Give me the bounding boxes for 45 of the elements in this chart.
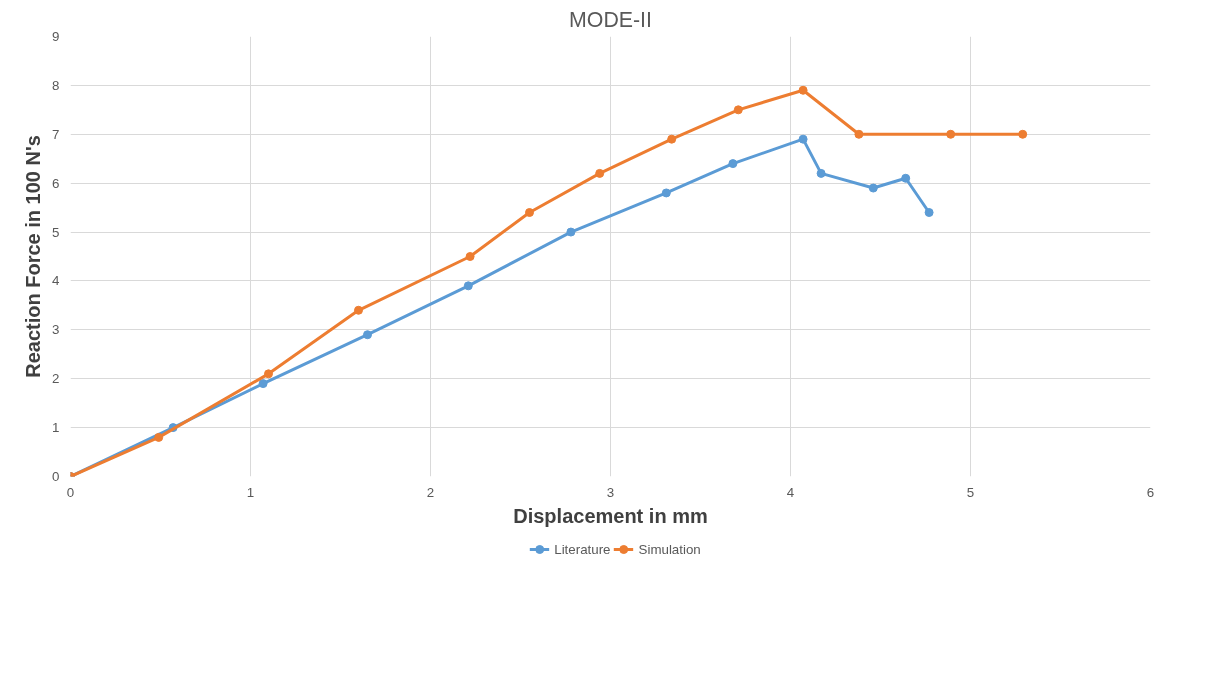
point — [566, 227, 576, 237]
x-axis-title: Displacement in mm — [513, 504, 708, 527]
x-tick-label: 5 — [966, 484, 975, 500]
x-tick-label: 2 — [426, 484, 435, 500]
point — [733, 105, 743, 115]
y-tick-label: 1 — [52, 420, 60, 436]
point — [816, 168, 826, 178]
x-tick-label: 4 — [786, 484, 795, 500]
x-tick-label: 0 — [66, 484, 75, 500]
y-tick-label: 5 — [52, 224, 60, 240]
point — [463, 281, 473, 291]
point — [154, 432, 164, 442]
point — [798, 85, 808, 95]
point — [465, 252, 475, 261]
point — [868, 183, 878, 193]
point — [595, 168, 605, 178]
point — [798, 134, 808, 144]
y-tick-label: 3 — [52, 322, 60, 338]
y-tick-label: 9 — [52, 29, 60, 44]
point — [525, 208, 534, 217]
y-tick-label: 7 — [52, 126, 60, 142]
y-axis-title: Reaction Force in 100 N's — [22, 135, 45, 378]
point — [901, 173, 911, 183]
point — [363, 330, 372, 340]
y-tick-label: 2 — [52, 371, 60, 387]
chart-title: MODE-II — [569, 7, 652, 32]
legend-label: Simulation — [638, 541, 701, 557]
point — [728, 159, 738, 169]
point — [354, 305, 363, 315]
point — [258, 379, 268, 389]
legend-label: Literature — [554, 541, 611, 557]
point — [661, 188, 671, 198]
point — [264, 369, 273, 379]
y-tick-label: 8 — [52, 77, 60, 93]
point — [854, 129, 864, 139]
y-tick-label: 6 — [52, 175, 60, 191]
x-tick-label: 3 — [606, 484, 615, 500]
point — [667, 134, 677, 144]
point — [1018, 129, 1028, 139]
point — [946, 129, 956, 139]
x-tick-label: 1 — [246, 484, 255, 500]
y-tick-label: 4 — [52, 273, 61, 289]
point — [924, 208, 934, 217]
x-tick-label: 6 — [1146, 484, 1155, 500]
y-tick-label: 0 — [52, 469, 60, 484]
